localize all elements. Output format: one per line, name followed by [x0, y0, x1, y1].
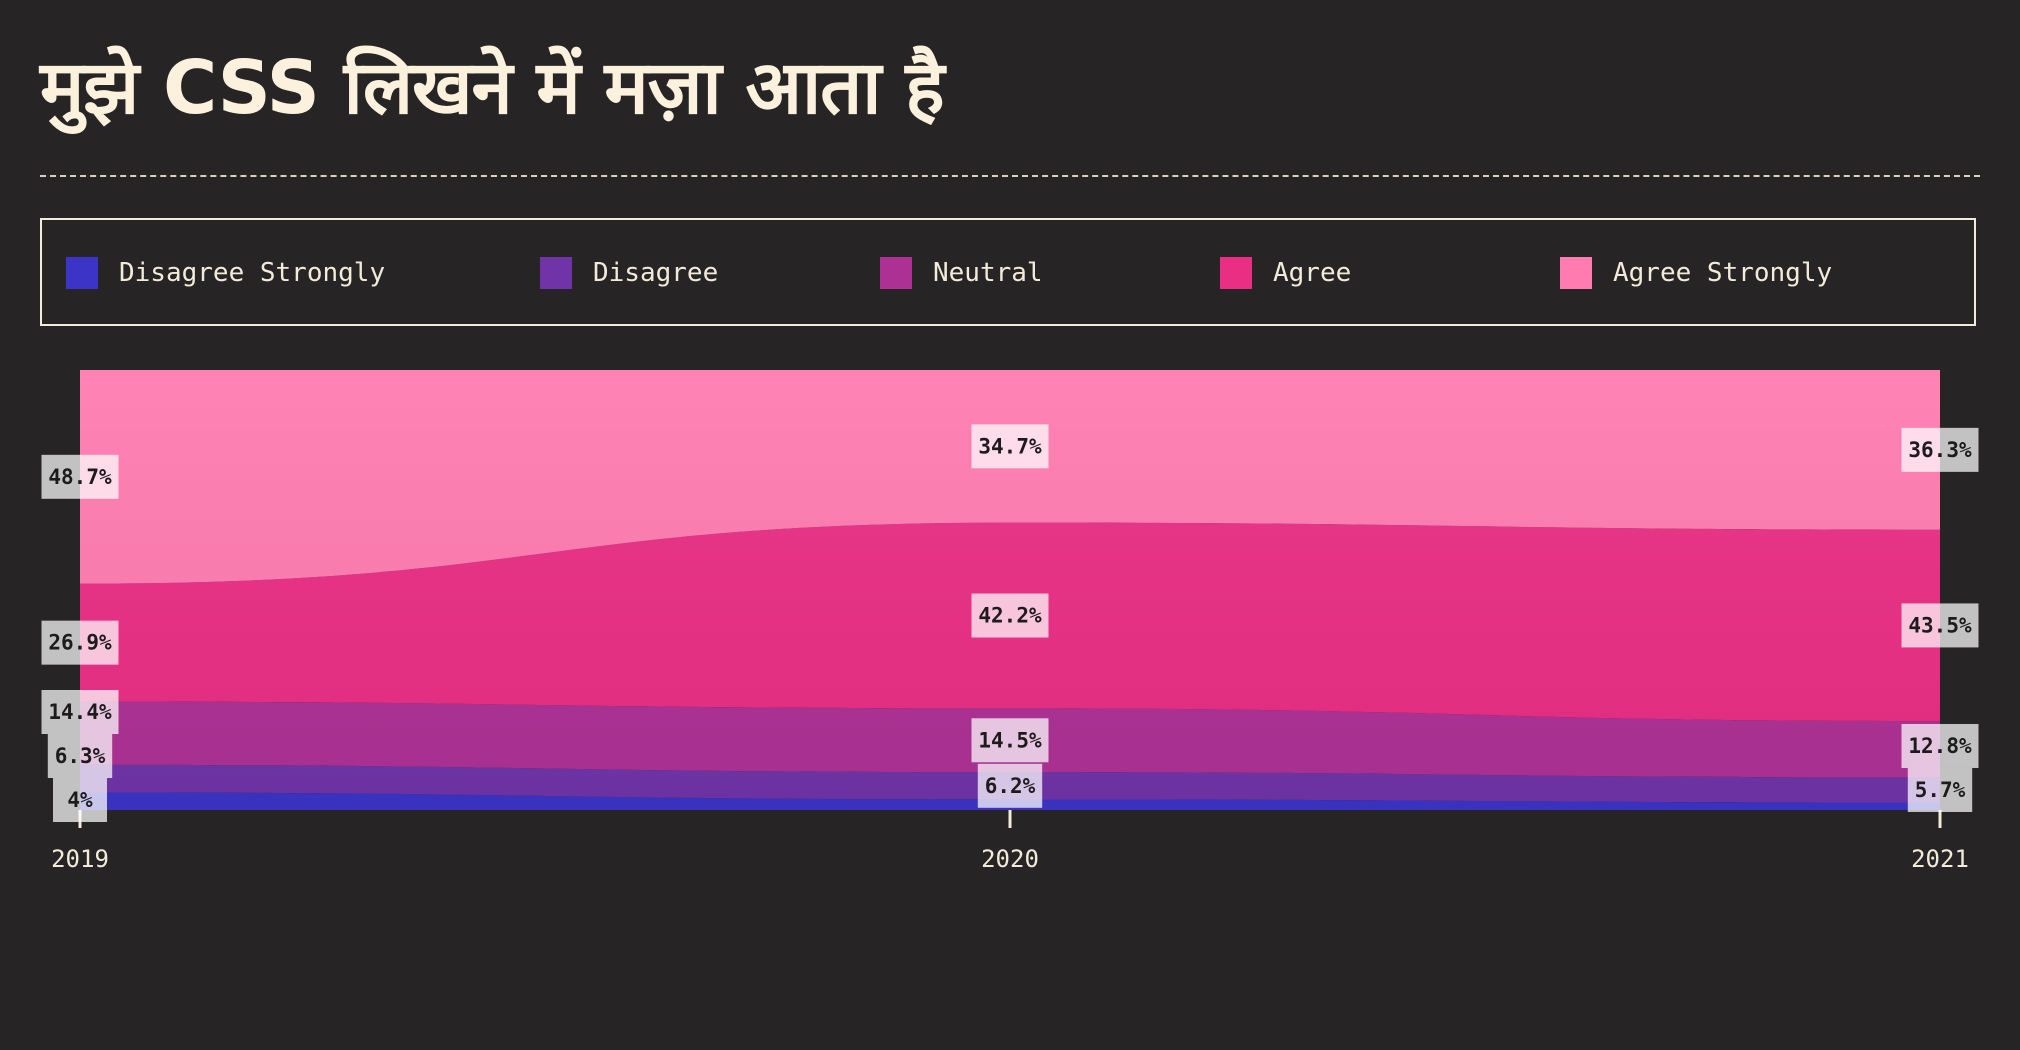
x-tick-label: 2020: [981, 845, 1039, 873]
legend-item-agree-strongly[interactable]: Agree Strongly: [1560, 256, 1832, 290]
x-tick-label: 2019: [51, 845, 109, 873]
legend-swatch: [66, 257, 98, 289]
page-title: मुझे CSS लिखने में मज़ा आता है: [40, 45, 945, 131]
data-label-neutral: 14.5%: [971, 718, 1049, 763]
data-label-text: 12.8%: [1908, 734, 1972, 758]
data-label-text: 26.9%: [48, 631, 112, 655]
data-label-box: [41, 690, 119, 734]
data-label-box: [1907, 767, 1973, 812]
data-label-disagree-strongly: 4%: [53, 778, 107, 822]
legend-swatch: [1560, 257, 1592, 289]
legend-item-neutral[interactable]: Neutral: [880, 256, 1043, 290]
data-label-box: [47, 734, 113, 778]
legend-item-disagree-strongly[interactable]: Disagree Strongly: [66, 256, 385, 290]
data-label-text: 14.4%: [48, 700, 112, 724]
data-label-agree: 42.2%: [971, 593, 1049, 638]
x-tick-label: 2021: [1911, 845, 1969, 873]
data-label-disagree: 5.7%: [1907, 767, 1973, 812]
data-label-box: [971, 424, 1049, 469]
data-label-box: [41, 454, 119, 499]
data-label-text: 48.7%: [48, 465, 112, 489]
data-label-text: 6.3%: [55, 744, 106, 768]
data-label-box: [1901, 427, 1979, 472]
legend-label: Neutral: [933, 258, 1043, 288]
data-label-box: [1901, 603, 1979, 648]
data-label-box: [971, 718, 1049, 763]
data-label-agree: 26.9%: [41, 620, 119, 665]
data-label-agree: 43.5%: [1901, 603, 1979, 648]
legend-swatch: [1220, 257, 1252, 289]
legend-label: Agree Strongly: [1613, 258, 1833, 288]
data-label-neutral: 12.8%: [1901, 723, 1979, 768]
legend-label: Disagree: [593, 258, 719, 288]
data-label-disagree: 6.2%: [977, 763, 1043, 808]
data-label-text: 6.2%: [985, 774, 1036, 798]
title-divider: [40, 175, 1980, 177]
legend-item-agree[interactable]: Agree: [1220, 256, 1351, 290]
data-label-text: 42.2%: [978, 604, 1042, 628]
legend-item-disagree[interactable]: Disagree: [540, 256, 718, 290]
data-label-text: 5.7%: [1915, 778, 1966, 802]
data-label-text: 14.5%: [978, 728, 1042, 752]
data-label-box: [971, 593, 1049, 638]
data-label-text: 36.3%: [1908, 438, 1972, 462]
legend-label: Disagree Strongly: [119, 258, 386, 288]
data-label-agree-strongly: 48.7%: [41, 454, 119, 499]
data-label-disagree: 6.3%: [47, 734, 113, 778]
data-label-agree-strongly: 34.7%: [971, 424, 1049, 469]
chart-legend: Disagree Strongly Disagree Neutral Agree…: [40, 218, 1976, 326]
data-label-text: 43.5%: [1908, 613, 1972, 637]
data-label-text: 34.7%: [978, 434, 1042, 458]
data-label-box: [977, 763, 1043, 808]
data-label-box: [41, 620, 119, 665]
data-label-neutral: 14.4%: [41, 690, 119, 734]
data-label-box: [1901, 723, 1979, 768]
data-label-text: 4%: [67, 788, 93, 812]
legend-swatch: [540, 257, 572, 289]
data-label-agree-strongly: 36.3%: [1901, 427, 1979, 472]
legend-label: Agree: [1273, 258, 1352, 288]
data-label-box: [53, 778, 107, 822]
legend-swatch: [880, 257, 912, 289]
